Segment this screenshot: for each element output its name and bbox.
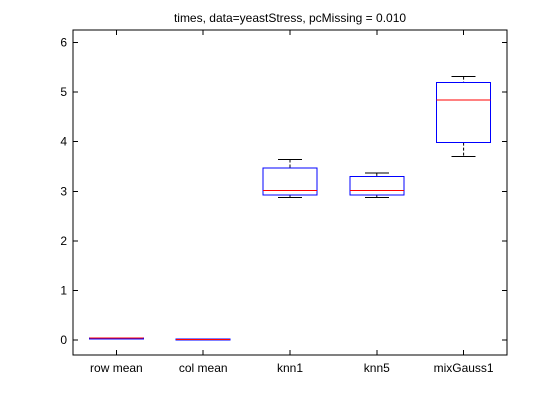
y-tick-label: 6 <box>60 35 67 49</box>
y-tick-label: 2 <box>60 234 67 248</box>
y-tick-label: 4 <box>60 135 67 149</box>
chart-title: times, data=yeastStress, pcMissing = 0.0… <box>174 11 406 25</box>
x-tick-label: knn5 <box>364 361 390 375</box>
plot-area: 0 1 2 3 4 5 6 row mean col mean knn1 knn5 mixGauss1 <box>60 29 508 375</box>
x-tick-label: knn1 <box>277 361 303 375</box>
y-tick-label: 5 <box>60 85 67 99</box>
box <box>349 175 405 196</box>
box <box>262 167 318 196</box>
x-tick-label: col mean <box>179 361 228 375</box>
box <box>436 82 492 144</box>
y-tick-label: 1 <box>60 283 67 297</box>
y-tick-label: 3 <box>60 184 67 198</box>
y-tick-label: 0 <box>60 333 67 347</box>
x-tick-label: mixGauss1 <box>434 361 494 375</box>
x-tick-label: row mean <box>90 361 143 375</box>
